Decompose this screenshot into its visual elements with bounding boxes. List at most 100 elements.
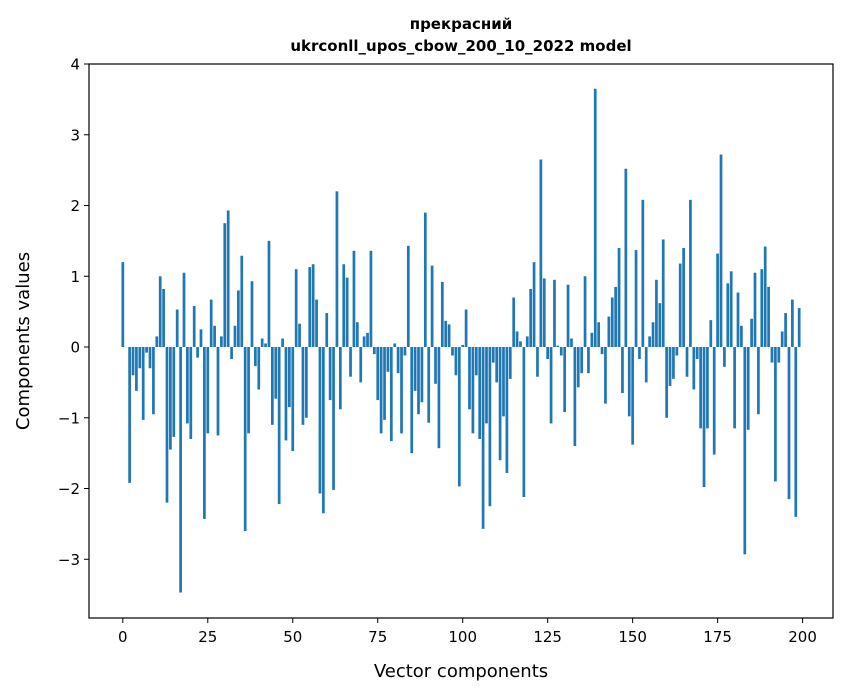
bar — [774, 347, 777, 481]
bar — [516, 331, 519, 347]
bar — [607, 317, 610, 347]
bar — [278, 347, 281, 504]
bar — [291, 347, 294, 451]
bar — [155, 336, 158, 347]
x-tick-label: 150 — [618, 628, 647, 646]
bar — [162, 289, 165, 347]
bar — [747, 347, 750, 430]
bar — [621, 347, 624, 393]
bar — [380, 347, 383, 433]
bar — [257, 347, 260, 389]
bar — [264, 343, 267, 347]
bar — [563, 347, 566, 412]
bar — [489, 347, 492, 506]
bar — [220, 336, 223, 347]
bar — [261, 339, 264, 347]
bar — [172, 347, 175, 437]
bar — [444, 321, 447, 347]
bar — [794, 347, 797, 517]
bar — [601, 347, 604, 354]
bar — [329, 347, 332, 400]
bar — [624, 169, 627, 347]
bar — [706, 347, 709, 428]
bar — [754, 273, 757, 347]
bar — [312, 264, 315, 347]
bar — [339, 347, 342, 409]
bar — [332, 347, 335, 490]
bar — [655, 280, 658, 347]
bar — [189, 347, 192, 439]
x-tick-label: 200 — [788, 628, 817, 646]
bar — [631, 347, 634, 445]
bar — [733, 347, 736, 428]
bar — [495, 347, 498, 382]
bar — [662, 239, 665, 347]
bar — [169, 347, 172, 450]
bar — [699, 347, 702, 428]
bar — [597, 322, 600, 347]
y-tick-label: −1 — [58, 409, 80, 427]
bar — [648, 336, 651, 347]
bar — [305, 347, 308, 418]
bar — [584, 276, 587, 347]
bar — [159, 276, 162, 347]
bar — [441, 282, 444, 347]
bar — [570, 339, 573, 347]
bar — [730, 271, 733, 347]
bar — [550, 347, 553, 423]
bar — [451, 347, 454, 355]
bar — [346, 278, 349, 347]
bar — [251, 281, 254, 347]
bar — [200, 329, 203, 347]
y-tick-label: −3 — [58, 551, 80, 569]
bar — [543, 278, 546, 347]
bar — [387, 347, 390, 372]
y-tick-label: 1 — [70, 268, 80, 286]
bar — [614, 287, 617, 347]
bar — [281, 339, 284, 347]
bar — [478, 347, 481, 439]
bar — [512, 297, 515, 347]
bar — [393, 343, 396, 347]
bar — [767, 287, 770, 347]
x-tick-label: 175 — [703, 628, 732, 646]
bar — [526, 336, 529, 347]
bar — [540, 160, 543, 347]
bar — [410, 347, 413, 453]
bar — [577, 347, 580, 387]
bar — [455, 347, 458, 375]
bar — [784, 313, 787, 347]
bar — [709, 320, 712, 347]
bar — [679, 264, 682, 347]
bar — [475, 347, 478, 375]
bar — [652, 322, 655, 347]
bar — [798, 308, 801, 347]
bar — [574, 347, 577, 446]
bar — [325, 313, 328, 347]
bar — [434, 347, 437, 384]
bar — [723, 347, 726, 367]
bar — [227, 210, 230, 347]
bar — [594, 89, 597, 347]
bar — [669, 347, 672, 386]
bar — [777, 347, 780, 363]
bar — [675, 347, 678, 355]
bar — [274, 347, 277, 399]
bar — [414, 347, 417, 391]
bar — [132, 347, 135, 375]
x-tick-label: 25 — [198, 628, 217, 646]
chart-subtitle: ukrconll_upos_cbow_200_10_2022 model — [290, 37, 631, 55]
bar — [210, 300, 213, 347]
bar — [519, 341, 522, 347]
bar — [641, 200, 644, 347]
bar — [237, 290, 240, 347]
bar — [482, 347, 485, 529]
bar — [546, 347, 549, 359]
bar — [390, 347, 393, 441]
bar — [298, 324, 301, 347]
bar — [485, 347, 488, 423]
bar — [635, 250, 638, 347]
